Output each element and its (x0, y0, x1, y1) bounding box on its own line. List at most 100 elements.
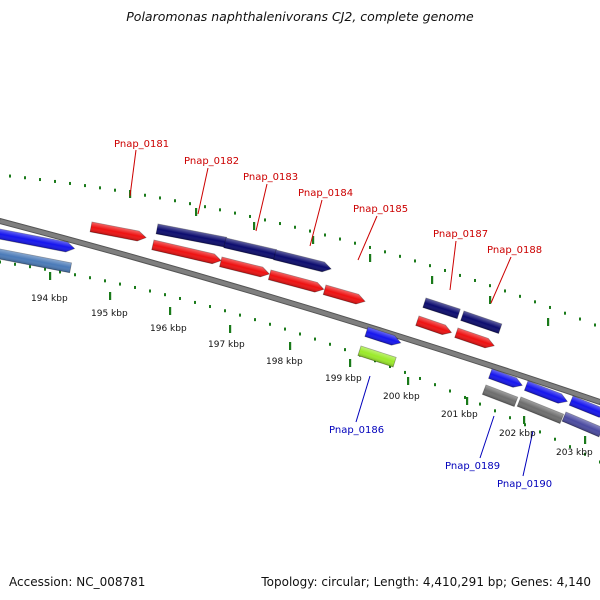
inner-tick-44 (229, 325, 232, 333)
inner-tick-29 (434, 383, 436, 387)
inner-tick-14 (209, 305, 211, 309)
outer-tick-26 (399, 254, 401, 258)
inner-tick-45 (289, 342, 292, 350)
inner-tick-41 (49, 272, 52, 280)
gene-label-pnap-0184: Pnap_0184 (298, 188, 353, 199)
tick-label-197: 197 kbp (208, 340, 245, 350)
accession-text: Accession: NC_008781 (9, 575, 146, 589)
inner-tick-26 (389, 365, 391, 369)
outer-tick-25 (384, 250, 386, 254)
gene-pnap-0190-blue-shade (524, 381, 568, 404)
gene-label-pnap-0183: Pnap_0183 (243, 172, 298, 183)
inner-tick-32 (479, 402, 481, 406)
gene-pnap-0188-upper (460, 310, 503, 334)
outer-tick-29 (444, 268, 446, 272)
gene-label-pnap-0186: Pnap_0186 (329, 425, 384, 436)
outer-tick-30 (459, 273, 461, 277)
gene-pnap-0187-shade (415, 316, 452, 335)
gene-pnap-0184-shade (268, 270, 324, 293)
outer-tick-9 (144, 193, 146, 197)
topology-text: Topology: circular; Length: 4,410,291 bp… (261, 575, 591, 589)
gene-pnap-0186 (357, 345, 397, 368)
inner-tick-9 (134, 285, 136, 289)
gene-labels: Pnap_0181 Pnap_0182 Pnap_0183 Pnap_0184 … (114, 139, 552, 490)
gene-left-blue-shade (0, 228, 75, 252)
outer-tick-36 (549, 305, 551, 309)
outer-tick-15 (234, 211, 236, 215)
gene-left-blue (0, 227, 76, 253)
outer-tick-27 (414, 259, 416, 263)
inner-tick-48 (466, 397, 469, 405)
gene-pnap-0183-upper-shade (223, 238, 277, 260)
inner-tick-30 (449, 389, 451, 393)
inner-tick-28 (419, 376, 421, 380)
gene-pnap-0187 (415, 315, 453, 335)
gene-pnap-0188-upper-shade (460, 311, 502, 334)
gene-pnap-0183-shade (219, 257, 270, 277)
leader-line-6 (490, 256, 512, 304)
outer-tick-24 (369, 245, 371, 249)
inner-tick-15 (224, 309, 226, 313)
gene-pnap-0182-shade (151, 240, 222, 264)
leader-line-2 (255, 183, 268, 232)
inner-tick-22 (329, 342, 331, 346)
inner-tick-0 (0, 260, 1, 264)
outer-tick-37 (564, 311, 566, 315)
gene-label-pnap-0188: Pnap_0188 (487, 245, 542, 256)
backbone-line (0, 219, 600, 404)
gene-left-steel (0, 247, 73, 274)
inner-tick-17 (254, 318, 256, 322)
inner-tick-4 (59, 270, 61, 274)
leader-line-0 (129, 149, 137, 197)
outer-tick-7 (114, 188, 116, 192)
gene-label-pnap-0181: Pnap_0181 (114, 139, 169, 150)
leader-line-8 (479, 415, 495, 459)
outer-tick-34 (519, 294, 521, 298)
inner-tick-1 (14, 262, 16, 266)
outer-tick-28 (429, 264, 431, 268)
outer-tick-38 (579, 317, 581, 321)
gene-pnap-0190-shade (517, 397, 564, 424)
gene-right-blue-shade (569, 396, 600, 418)
label-leader-lines (129, 149, 534, 477)
outer-tick-14 (219, 208, 221, 212)
inner-tick-19 (284, 327, 286, 331)
tick-label-194: 194 kbp (31, 294, 68, 304)
inner-tick-33 (494, 409, 496, 413)
gene-pnap-0187-upper-shade (422, 298, 461, 319)
inner-tick-49 (523, 416, 526, 424)
outer-tick-16 (249, 214, 251, 218)
tick-label-198: 198 kbp (266, 357, 303, 367)
inner-tick-8 (119, 282, 121, 286)
gene-pnap-0183-upper (223, 237, 278, 260)
outer-tick-13 (204, 205, 206, 209)
gene-label-pnap-0182: Pnap_0182 (184, 156, 239, 167)
gene-right-blue (568, 395, 600, 418)
inner-tick-20 (299, 332, 301, 336)
outer-tick-21 (324, 233, 326, 237)
outer-tick-3 (54, 179, 56, 183)
outer-tick-45 (431, 276, 434, 284)
inner-tick-37 (554, 437, 556, 441)
outer-tick-19 (294, 225, 296, 229)
gene-pnap-0189-shade (482, 385, 518, 407)
outer-tick-23 (354, 241, 356, 245)
inner-tick-12 (179, 296, 181, 300)
inner-tick-34 (509, 416, 511, 420)
tick-label-200: 200 kbp (383, 392, 420, 402)
inner-tick-5 (74, 273, 76, 277)
gene-label-pnap-0190: Pnap_0190 (497, 479, 552, 490)
gene-pnap-0189 (481, 384, 519, 408)
leader-line-9 (522, 430, 534, 477)
inner-tick-39 (584, 452, 586, 456)
tick-labels: 194 kbp 195 kbp 196 kbp 197 kbp 198 kbp … (31, 294, 593, 458)
outer-tick-43 (312, 236, 315, 244)
outer-tick-0 (9, 174, 11, 178)
tick-label-201: 201 kbp (441, 410, 478, 420)
inner-tick-50 (584, 436, 587, 444)
outer-tick-44 (369, 254, 372, 262)
inner-tick-35 (524, 423, 526, 427)
gene-pnap-0183 (219, 256, 271, 278)
inner-tick-42 (109, 292, 112, 300)
inner-tick-11 (164, 293, 166, 297)
